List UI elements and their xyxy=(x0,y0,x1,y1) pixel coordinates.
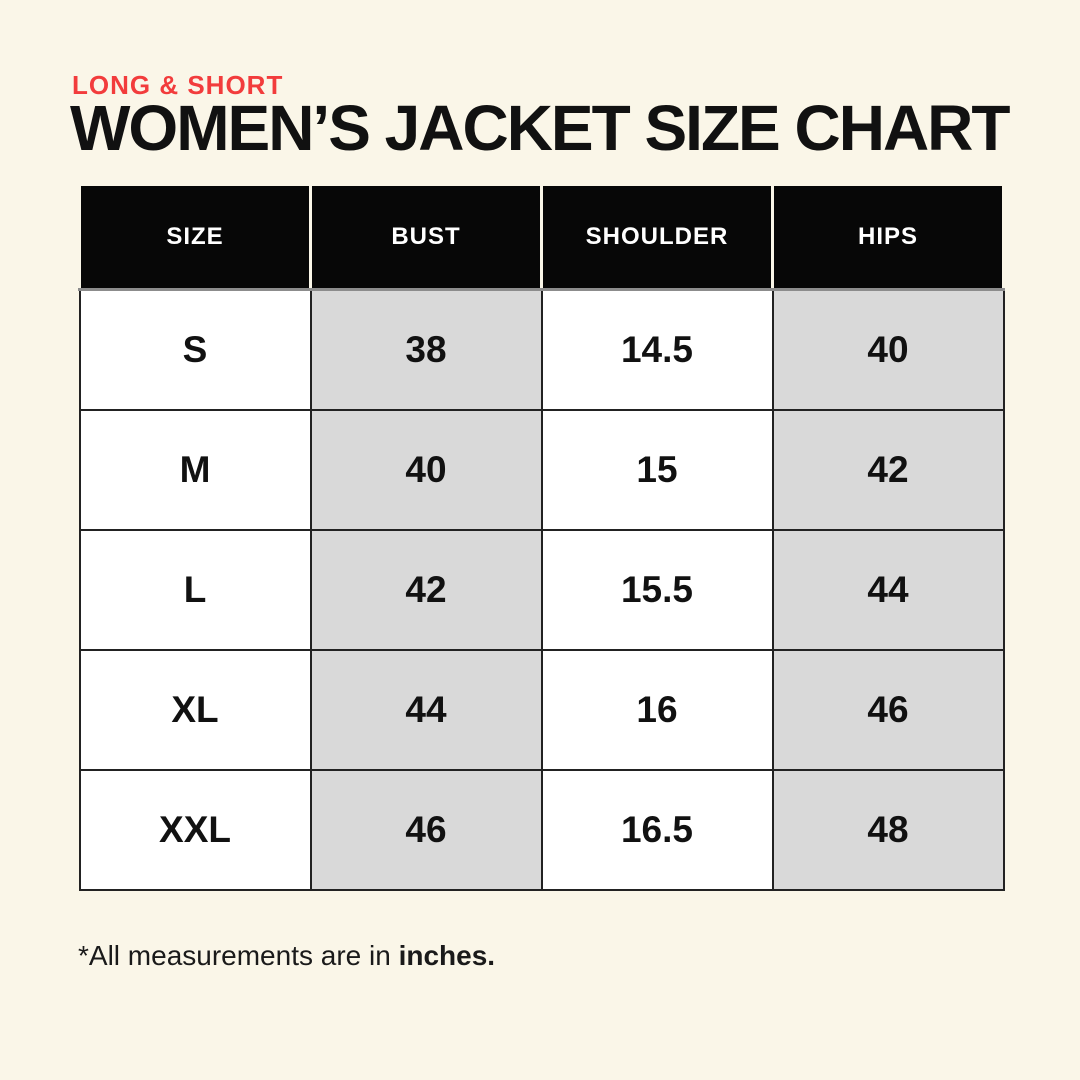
bust-cell: 38 xyxy=(309,288,543,411)
eyebrow-label: LONG & SHORT xyxy=(72,70,284,100)
size-cell: S xyxy=(78,288,312,411)
shoulder-cell: 15 xyxy=(540,409,774,531)
bust-cell: 42 xyxy=(309,529,543,651)
hips-cell: 42 xyxy=(771,409,1005,531)
size-cell: XL xyxy=(78,649,312,771)
hips-cell: 44 xyxy=(771,529,1005,651)
footnote-unit: inches. xyxy=(398,940,496,971)
column-header-shoulder: SHOULDER xyxy=(540,183,774,291)
bust-cell: 44 xyxy=(309,649,543,771)
column-header-hips: HIPS xyxy=(771,183,1005,291)
table-row-s: S 38 14.5 40 xyxy=(78,288,1005,411)
column-header-size: SIZE xyxy=(78,183,312,291)
table-row-m: M 40 15 42 xyxy=(78,409,1005,531)
size-cell: M xyxy=(78,409,312,531)
size-cell: L xyxy=(78,529,312,651)
hips-cell: 48 xyxy=(771,769,1005,891)
table-head: SIZE BUST SHOULDER HIPS xyxy=(78,183,1005,291)
bust-cell: 40 xyxy=(309,409,543,531)
footnote: *All measurements are in inches. xyxy=(78,940,495,972)
column-header-bust: BUST xyxy=(309,183,543,291)
bust-cell: 46 xyxy=(309,769,543,891)
hips-cell: 46 xyxy=(771,649,1005,771)
page-title: WOMEN’S JACKET SIZE CHART xyxy=(70,92,1010,164)
size-cell: XXL xyxy=(78,769,312,891)
table-row-l: L 42 15.5 44 xyxy=(78,529,1005,651)
hips-cell: 40 xyxy=(771,288,1005,411)
shoulder-cell: 16 xyxy=(540,649,774,771)
table-row-xl: XL 44 16 46 xyxy=(78,649,1005,771)
shoulder-cell: 14.5 xyxy=(540,288,774,411)
footnote-text: *All measurements are in xyxy=(78,940,399,971)
table-body: S 38 14.5 40 M 40 15 42 L 42 15.5 44 XL … xyxy=(78,288,1005,891)
shoulder-cell: 15.5 xyxy=(540,529,774,651)
table-header-row: SIZE BUST SHOULDER HIPS xyxy=(78,183,1005,291)
shoulder-cell: 16.5 xyxy=(540,769,774,891)
table-row-xxl: XXL 46 16.5 48 xyxy=(78,769,1005,891)
size-chart-table: SIZE BUST SHOULDER HIPS S 38 14.5 40 M 4… xyxy=(78,183,1005,891)
